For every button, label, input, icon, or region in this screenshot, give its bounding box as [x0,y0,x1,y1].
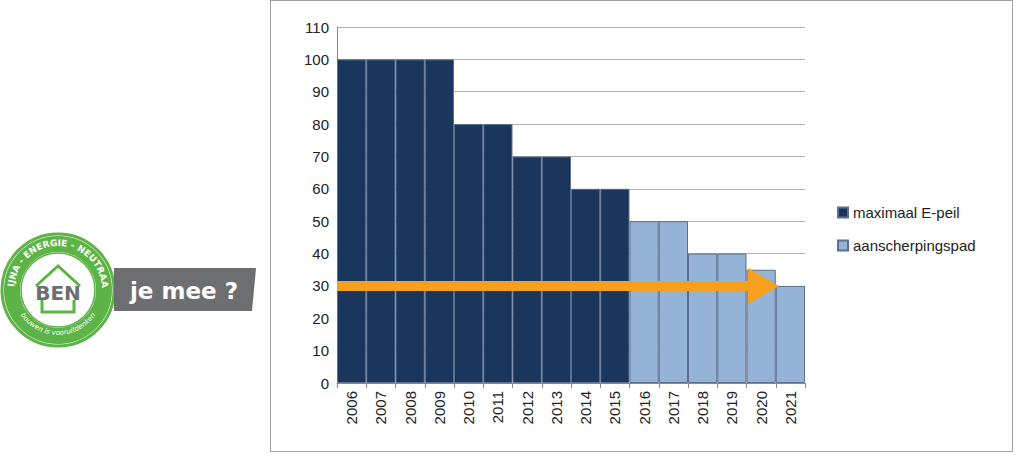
svg-text:BIJNA - ENERGIE - NEUTRAAL: BIJNA - ENERGIE - NEUTRAAL [0,0,110,288]
svg-text:90: 90 [312,83,329,100]
svg-text:2020: 2020 [753,391,770,424]
svg-text:100: 100 [304,51,329,68]
svg-text:aanscherpingspad: aanscherpingspad [853,237,976,254]
svg-text:bouwen is vooruitdenken: bouwen is vooruitdenken [19,311,97,337]
svg-text:50: 50 [312,213,329,230]
svg-text:2009: 2009 [431,391,448,424]
svg-text:110: 110 [305,19,329,36]
svg-text:2008: 2008 [402,391,419,424]
svg-text:maximaal E-peil: maximaal E-peil [853,204,960,221]
svg-text:2021: 2021 [782,391,799,424]
svg-text:2006: 2006 [343,391,360,424]
svg-text:2018: 2018 [694,391,711,424]
svg-text:30: 30 [312,277,329,294]
svg-text:2013: 2013 [548,391,565,424]
svg-text:2012: 2012 [519,391,536,424]
svg-text:80: 80 [312,116,329,133]
svg-text:0: 0 [321,375,329,392]
svg-text:BEN: BEN [35,281,81,305]
svg-text:10: 10 [312,342,329,359]
svg-text:2017: 2017 [665,391,682,424]
svg-text:2016: 2016 [636,391,653,424]
svg-text:2014: 2014 [577,391,594,424]
svg-text:20: 20 [312,310,329,327]
svg-text:2010: 2010 [460,391,477,424]
svg-text:60: 60 [312,180,329,197]
svg-text:2015: 2015 [606,391,623,424]
svg-text:70: 70 [312,148,329,165]
svg-text:2011: 2011 [489,391,506,423]
svg-text:40: 40 [312,245,329,262]
svg-text:2019: 2019 [723,391,740,424]
svg-text:2007: 2007 [372,391,389,424]
svg-text:je mee ?: je mee ? [129,278,238,304]
